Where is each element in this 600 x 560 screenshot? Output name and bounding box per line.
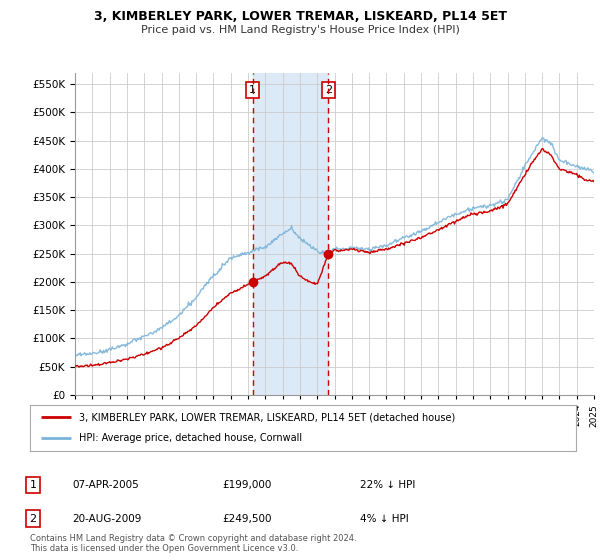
Text: Price paid vs. HM Land Registry's House Price Index (HPI): Price paid vs. HM Land Registry's House … xyxy=(140,25,460,35)
Bar xyxy=(253,73,328,395)
Text: 20-AUG-2009: 20-AUG-2009 xyxy=(72,514,142,524)
Text: 22% ↓ HPI: 22% ↓ HPI xyxy=(360,480,415,490)
Text: 4% ↓ HPI: 4% ↓ HPI xyxy=(360,514,409,524)
Text: 1: 1 xyxy=(249,85,256,95)
Text: 3, KIMBERLEY PARK, LOWER TREMAR, LISKEARD, PL14 5ET: 3, KIMBERLEY PARK, LOWER TREMAR, LISKEAR… xyxy=(94,10,506,23)
Text: 3, KIMBERLEY PARK, LOWER TREMAR, LISKEARD, PL14 5ET (detached house): 3, KIMBERLEY PARK, LOWER TREMAR, LISKEAR… xyxy=(79,412,455,422)
Text: 07-APR-2005: 07-APR-2005 xyxy=(72,480,139,490)
Text: 2: 2 xyxy=(325,85,332,95)
Text: £249,500: £249,500 xyxy=(222,514,271,524)
Text: HPI: Average price, detached house, Cornwall: HPI: Average price, detached house, Corn… xyxy=(79,433,302,444)
Text: 1: 1 xyxy=(29,480,37,490)
Text: Contains HM Land Registry data © Crown copyright and database right 2024.
This d: Contains HM Land Registry data © Crown c… xyxy=(30,534,356,553)
Text: £199,000: £199,000 xyxy=(222,480,271,490)
Text: 2: 2 xyxy=(29,514,37,524)
